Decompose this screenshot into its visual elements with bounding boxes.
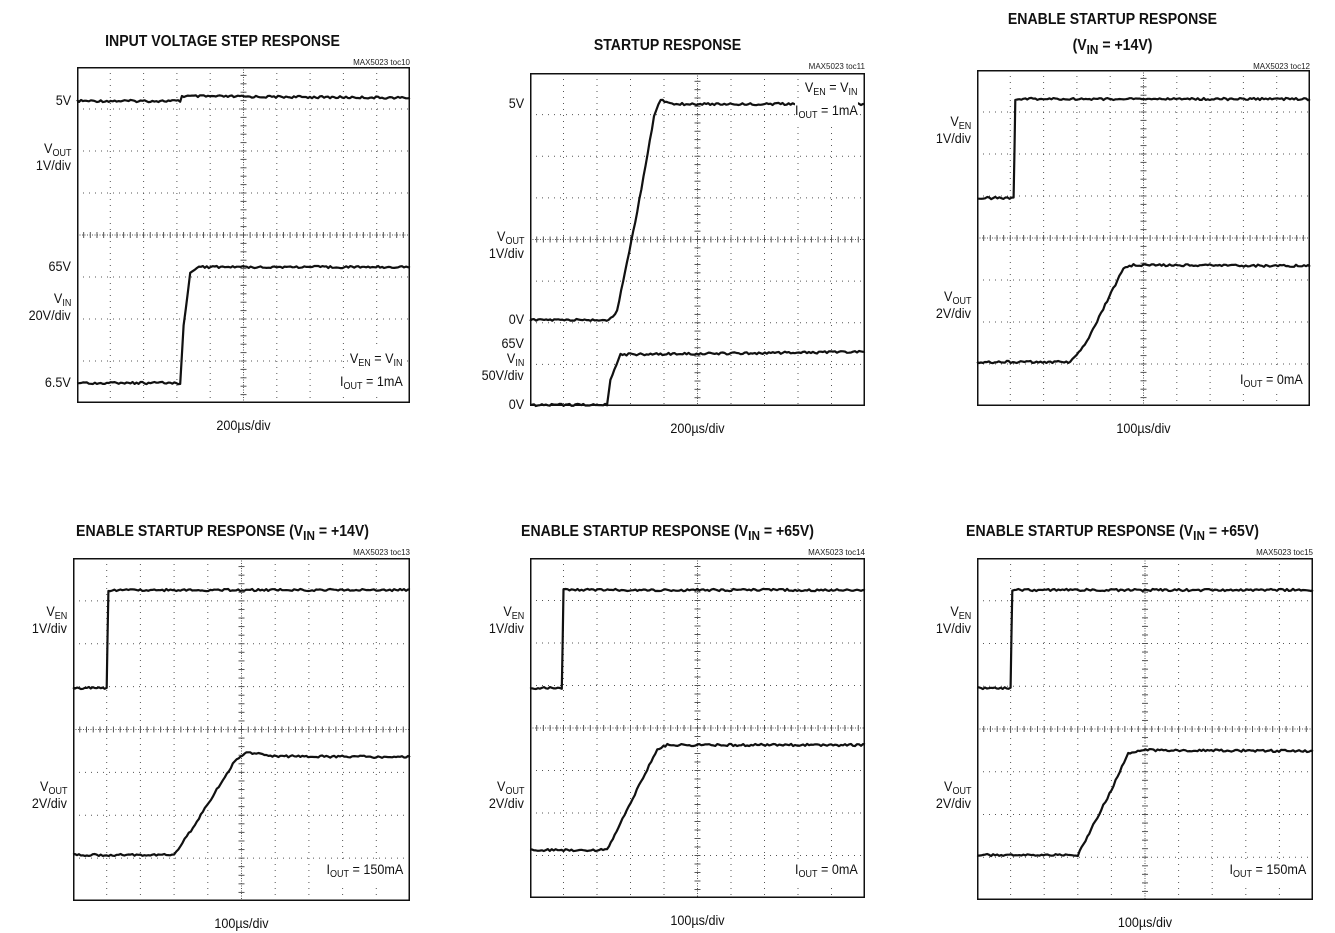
- figure-id: MAX5023 toc15: [1256, 548, 1313, 557]
- plot-frame: [977, 558, 1313, 900]
- scope-panel: ENABLE STARTUP RESPONSE (VIN = +14V) MAX50…: [890, 0, 1335, 466]
- trace-vin: [529, 349, 866, 408]
- channel-label: 2V/div: [31, 795, 67, 811]
- chart-title: ENABLE STARTUP RESPONSE (VIN = +14V): [76, 523, 369, 544]
- channel-label: VIN: [506, 350, 524, 369]
- figure-id: MAX5023 toc12: [1253, 62, 1310, 71]
- condition-note: VEN = VIN: [805, 78, 858, 102]
- channel-label: 1V/div: [488, 620, 524, 636]
- figure-id: MAX5023 toc10: [353, 58, 410, 67]
- channel-label: VOUT: [943, 778, 971, 797]
- voltage-label: 0V: [508, 396, 524, 412]
- channel-label: 50V/div: [481, 367, 524, 383]
- condition-note: IOUT = 150mA: [1229, 860, 1306, 884]
- voltage-label: 5V: [508, 95, 524, 111]
- trace-ven: [976, 587, 1314, 691]
- voltage-label: 65V: [501, 335, 524, 351]
- figure-id: MAX5023 toc11: [808, 62, 865, 71]
- x-axis-label: 200µs/div: [216, 417, 271, 433]
- x-axis-label: 100µs/div: [1116, 420, 1171, 436]
- channel-label: VIN: [53, 290, 71, 309]
- channel-label: VOUT: [943, 288, 971, 307]
- scope-plot: [529, 558, 866, 898]
- channel-label: VOUT: [496, 778, 524, 797]
- x-axis-label: 100µs/div: [1117, 914, 1173, 930]
- scope-panel: ENABLE STARTUP RESPONSE (VIN = +14V) MAX5…: [0, 466, 445, 932]
- x-axis-label: 100µs/div: [214, 915, 269, 931]
- figure-id: MAX5023 toc13: [353, 548, 410, 557]
- scope-plot: [72, 558, 411, 901]
- channel-label: VOUT: [39, 778, 67, 797]
- x-axis-label: 200µs/div: [670, 420, 725, 436]
- trace-vout: [72, 751, 411, 858]
- voltage-label: 65V: [48, 258, 71, 274]
- voltage-label: 6.5V: [45, 374, 71, 390]
- trace-ven: [977, 96, 1311, 201]
- channel-label: VEN: [503, 603, 524, 622]
- scope-plot: [76, 67, 411, 403]
- plot-frame: [73, 558, 410, 901]
- channel-label: VEN: [950, 603, 971, 622]
- channel-label: 1V/div: [935, 620, 971, 636]
- channel-label: 1V/div: [488, 245, 524, 261]
- chart-title: ENABLE STARTUP RESPONSE: [1007, 11, 1218, 28]
- plot-frame: [530, 558, 865, 898]
- x-axis-label: 100µs/div: [670, 912, 725, 928]
- trace-ven: [72, 587, 411, 691]
- scope-panel: STARTUP RESPONSE MAX5023 toc11 VOUT 1V/div V…: [445, 0, 890, 466]
- scope-panel: ENABLE STARTUP RESPONSE (VIN = +65V) MAX5…: [445, 466, 890, 932]
- scope-plot: [976, 558, 1314, 900]
- channel-label: VOUT: [496, 228, 524, 247]
- channel-label: 20V/div: [28, 307, 71, 323]
- condition-note: VEN = VIN: [350, 349, 403, 373]
- channel-label: VEN: [950, 113, 971, 132]
- scope-panel: INPUT VOLTAGE STEP RESPONSE MAX5023 toc10…: [0, 0, 445, 466]
- channel-label: 2V/div: [935, 305, 971, 321]
- channel-label: VEN: [46, 603, 67, 622]
- channel-label: 1V/div: [35, 157, 71, 173]
- plot-frame: [77, 67, 410, 403]
- scope-plot: [529, 73, 866, 408]
- condition-note: IOUT = 1mA: [795, 101, 858, 125]
- scope-plot: [976, 70, 1311, 406]
- condition-note: IOUT = 0mA: [795, 860, 858, 884]
- trace-vin: [76, 264, 411, 386]
- condition-note: IOUT = 150mA: [326, 860, 403, 884]
- channel-label: VOUT: [43, 140, 71, 159]
- chart-title: ENABLE STARTUP RESPONSE (VIN = +65V): [966, 523, 1259, 544]
- channel-label: 1V/div: [935, 130, 971, 146]
- trace-ven: [529, 587, 866, 691]
- trace-vout: [529, 742, 866, 853]
- chart-title: ENABLE STARTUP RESPONSE (VIN = +65V): [521, 523, 814, 544]
- trace-vout: [76, 94, 411, 104]
- figure-id: MAX5023 toc14: [808, 548, 865, 557]
- voltage-label: 5V: [55, 92, 71, 108]
- condition-note: IOUT = 0mA: [1240, 370, 1303, 394]
- plot-frame: [977, 70, 1310, 406]
- trace-vout: [976, 263, 1311, 365]
- chart-title: STARTUP RESPONSE: [593, 37, 742, 54]
- condition-note: IOUT = 1mA: [340, 372, 403, 396]
- voltage-label: 0V: [508, 311, 524, 327]
- chart-title: INPUT VOLTAGE STEP RESPONSE: [105, 33, 340, 50]
- scope-panel: ENABLE STARTUP RESPONSE (VIN = +65V) MAX5…: [890, 466, 1335, 932]
- channel-label: 2V/div: [935, 795, 971, 811]
- channel-label: 2V/div: [488, 795, 524, 811]
- chart-title: (VIN = +14V): [1072, 37, 1153, 58]
- plot-frame: [530, 73, 865, 406]
- trace-vout: [976, 748, 1314, 858]
- channel-label: 1V/div: [31, 620, 67, 636]
